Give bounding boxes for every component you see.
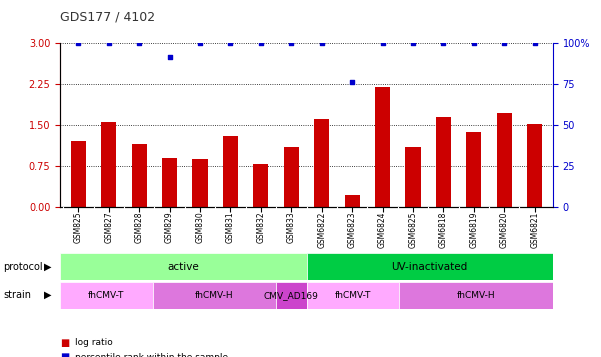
Text: GSM828: GSM828 [135, 211, 144, 243]
FancyBboxPatch shape [307, 282, 399, 309]
Text: ▶: ▶ [44, 262, 51, 272]
Text: GDS177 / 4102: GDS177 / 4102 [60, 11, 155, 24]
Bar [466, 131, 481, 207]
Bar [436, 117, 451, 207]
Point [225, 40, 235, 46]
Text: protocol: protocol [3, 262, 43, 272]
Text: GSM6820: GSM6820 [500, 211, 508, 248]
Bar [375, 87, 390, 207]
Text: GSM825: GSM825 [74, 211, 83, 243]
Bar [101, 122, 117, 207]
Text: fhCMV-H: fhCMV-H [457, 291, 495, 300]
Bar [162, 158, 177, 207]
Bar [132, 144, 147, 207]
Text: percentile rank within the sample: percentile rank within the sample [75, 352, 228, 357]
Bar [192, 159, 207, 207]
Text: strain: strain [3, 290, 31, 300]
FancyBboxPatch shape [307, 253, 553, 280]
Bar [223, 136, 238, 207]
Point [530, 40, 540, 46]
Point [499, 40, 509, 46]
Text: GSM6821: GSM6821 [530, 211, 539, 248]
Point [317, 40, 326, 46]
Text: fhCMV-T: fhCMV-T [88, 291, 124, 300]
Text: GSM6819: GSM6819 [469, 211, 478, 248]
Bar [406, 147, 421, 207]
Text: GSM833: GSM833 [287, 211, 296, 243]
Text: GSM6824: GSM6824 [378, 211, 387, 248]
Text: GSM829: GSM829 [165, 211, 174, 243]
Point [287, 40, 296, 46]
Point [469, 40, 478, 46]
Point [165, 54, 174, 59]
Point [195, 40, 205, 46]
Text: ▶: ▶ [44, 290, 51, 300]
Point [439, 40, 448, 46]
Text: active: active [168, 262, 199, 272]
Point [378, 40, 388, 46]
Bar [527, 124, 542, 207]
Text: GSM831: GSM831 [226, 211, 235, 243]
FancyBboxPatch shape [60, 282, 153, 309]
Text: GSM6818: GSM6818 [439, 211, 448, 248]
FancyBboxPatch shape [399, 282, 553, 309]
Point [347, 79, 357, 85]
Point [408, 40, 418, 46]
Text: fhCMV-H: fhCMV-H [195, 291, 233, 300]
Text: CMV_AD169: CMV_AD169 [264, 291, 319, 300]
Text: GSM832: GSM832 [257, 211, 266, 243]
Bar [496, 113, 512, 207]
Text: ■: ■ [60, 338, 69, 348]
Text: fhCMV-T: fhCMV-T [335, 291, 371, 300]
Text: log ratio: log ratio [75, 338, 113, 347]
Text: GSM830: GSM830 [195, 211, 204, 243]
Text: ■: ■ [60, 352, 69, 357]
Point [256, 40, 266, 46]
Point [104, 40, 114, 46]
Text: GSM6823: GSM6823 [347, 211, 356, 248]
Bar [253, 164, 269, 207]
Text: UV-inactivated: UV-inactivated [392, 262, 468, 272]
Point [135, 40, 144, 46]
Bar [71, 141, 86, 207]
FancyBboxPatch shape [60, 253, 307, 280]
Bar [314, 120, 329, 207]
Text: GSM827: GSM827 [105, 211, 113, 243]
FancyBboxPatch shape [276, 282, 307, 309]
Text: GSM6822: GSM6822 [317, 211, 326, 248]
Bar [344, 195, 360, 207]
Bar [284, 147, 299, 207]
Text: GSM6825: GSM6825 [409, 211, 418, 248]
FancyBboxPatch shape [153, 282, 276, 309]
Point [73, 40, 83, 46]
